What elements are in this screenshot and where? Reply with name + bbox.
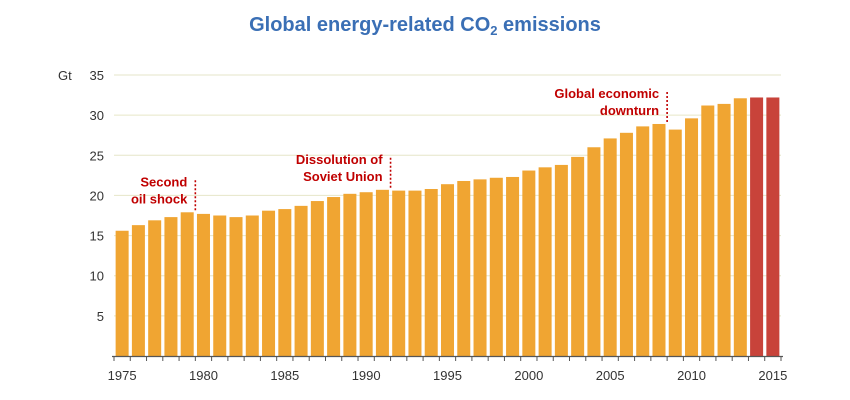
x-tick-label: 1975 [108,368,137,383]
bar-2006 [619,132,633,356]
bar-1990 [359,192,373,356]
annotation-text: Dissolution of [296,152,383,167]
y-axis-ticks: 5 10 15 20 25 30 35 [90,68,104,324]
bar-1978 [164,217,178,356]
y-tick-label: 5 [97,309,104,324]
bar-1975 [115,230,129,356]
chart-title-text: Global energy-related CO [249,14,491,36]
bar-1988 [327,197,341,356]
chart-title-suffix: emissions [497,14,601,36]
bar-2015 [766,97,780,356]
bar-1994 [424,189,438,356]
x-tick-label: 1985 [270,368,299,383]
bar-2004 [587,147,601,356]
bar-2012 [717,103,731,356]
x-tick-label: 1995 [433,368,462,383]
bar-2000 [522,170,536,356]
bar-1996 [457,180,471,356]
bar-1981 [213,215,227,356]
chart-title: Global energy-related CO2 emissions [0,14,850,38]
bar-1997 [473,179,487,356]
y-tick-label: 30 [90,108,104,123]
chart-title-subscript: 2 [490,23,498,38]
bar-1992 [392,190,406,356]
bar-1986 [294,205,308,356]
bar-1989 [343,193,357,356]
bar-2003 [571,156,585,356]
bar-1991 [375,189,389,356]
annotation-text: Second [140,174,187,189]
bar-2001 [538,167,552,356]
y-tick-label: 15 [90,229,104,244]
x-tick-label: 2005 [596,368,625,383]
annotation-text: downturn [600,103,659,118]
y-tick-label: 20 [90,188,104,203]
bar-1995 [440,184,455,356]
bar-2005 [603,138,617,356]
x-tick-label: 2015 [758,368,787,383]
bar-1976 [131,225,145,356]
bar-1980 [196,213,210,356]
bar-1979 [180,212,194,356]
bar-1982 [229,217,243,356]
x-axis-ticks: 1975 1980 1985 1990 1995 2000 2005 2010 2015 [108,356,787,383]
bar-2014 [750,97,764,356]
bar-2011 [701,105,715,356]
bar-2010 [685,118,699,357]
bar-1987 [310,201,324,356]
annotation-text: Soviet Union [303,169,383,184]
bar-1984 [262,210,276,356]
annotation-text: Global economic [554,86,659,101]
bar-1999 [506,176,520,356]
y-tick-label: 10 [90,269,104,284]
bar-1983 [245,215,259,356]
y-tick-label: 35 [90,68,104,83]
x-tick-label: 1990 [352,368,381,383]
y-tick-label: 25 [90,148,104,163]
bars [115,97,780,357]
annotations: Second oil shock Dissolution of Soviet Unio… [131,86,668,211]
x-tick-label: 2010 [677,368,706,383]
x-tick-label: 2000 [514,368,543,383]
bar-2002 [554,164,568,356]
bar-1993 [408,190,422,356]
y-axis-unit-label: Gt [58,68,72,83]
annotation-text: oil shock [131,191,188,206]
bar-2013 [733,98,747,356]
bar-2008 [652,123,666,356]
bar-2009 [668,129,682,356]
bar-1998 [489,177,503,356]
bar-2007 [636,126,650,356]
bar-1977 [148,220,162,356]
x-tick-label: 1980 [189,368,218,383]
bar-1985 [278,209,292,356]
